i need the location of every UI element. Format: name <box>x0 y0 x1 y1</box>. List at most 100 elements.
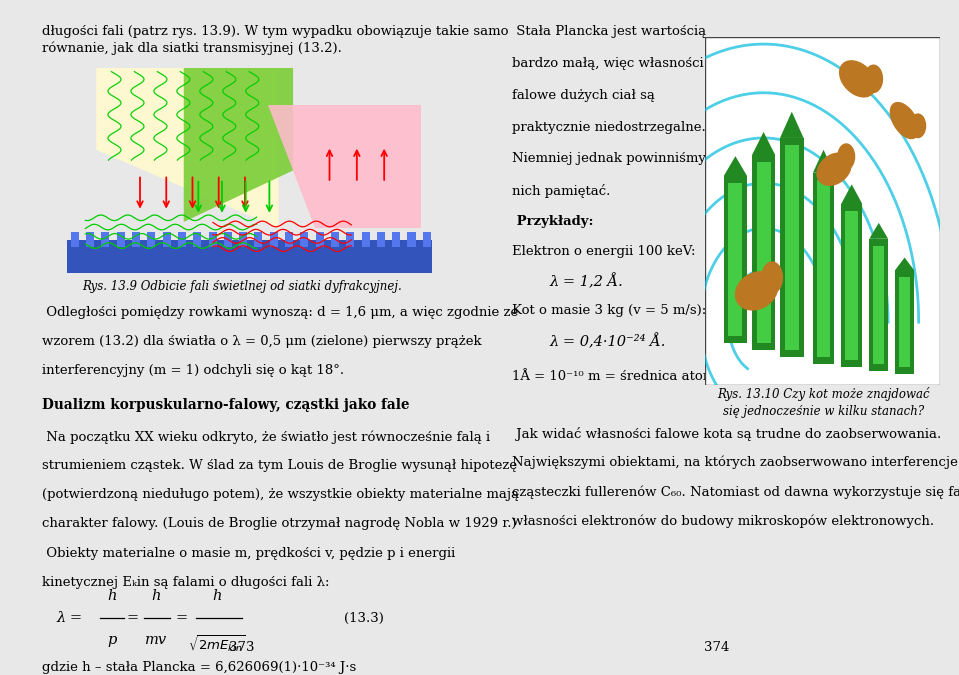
Text: =: = <box>127 611 139 625</box>
Ellipse shape <box>735 271 779 310</box>
Text: Największymi obiektami, na których zaobserwowano interferencje są: Największymi obiektami, na których zaobs… <box>512 456 959 469</box>
Bar <box>869 239 888 371</box>
Polygon shape <box>869 223 888 239</box>
Text: równanie, jak dla siatki transmisyjnej (13.2).: równanie, jak dla siatki transmisyjnej (… <box>42 41 342 55</box>
Bar <box>757 162 771 343</box>
Bar <box>408 232 415 246</box>
Bar <box>780 138 804 357</box>
Bar <box>102 232 109 246</box>
Text: się jednocześnie w kilku stanach?: się jednocześnie w kilku stanach? <box>723 405 924 418</box>
Text: λ = 1,2 Å.: λ = 1,2 Å. <box>550 274 623 290</box>
Bar <box>724 176 747 343</box>
Text: Obiekty materialne o masie m, prędkości v, pędzie p i energii: Obiekty materialne o masie m, prędkości … <box>42 547 456 560</box>
Text: praktycznie niedostrzegalne.: praktycznie niedostrzegalne. <box>512 121 706 134</box>
Text: (13.3): (13.3) <box>344 612 385 624</box>
Ellipse shape <box>839 60 877 98</box>
Ellipse shape <box>890 102 920 139</box>
Bar <box>846 211 858 360</box>
Text: Jak widać własności falowe kota są trudne do zaobserwowania.: Jak widać własności falowe kota są trudn… <box>512 427 942 441</box>
Bar <box>346 232 354 246</box>
Text: λ = 0,4·10⁻²⁴ Å.: λ = 0,4·10⁻²⁴ Å. <box>550 333 666 349</box>
Bar <box>193 232 201 246</box>
Bar <box>239 232 247 246</box>
Text: bardzo małą, więc własności: bardzo małą, więc własności <box>512 57 704 70</box>
Bar <box>86 232 94 246</box>
Bar <box>841 204 862 367</box>
Text: Odległości pomiędzy rowkami wynoszą: d = 1,6 μm, a więc zgodnie ze: Odległości pomiędzy rowkami wynoszą: d =… <box>42 306 519 319</box>
Polygon shape <box>724 156 747 176</box>
Text: Dualizm korpuskularno-falowy, cząstki jako fale: Dualizm korpuskularno-falowy, cząstki ja… <box>42 398 409 412</box>
Text: Rys. 13.10 Czy kot może znajdować: Rys. 13.10 Czy kot może znajdować <box>717 387 930 401</box>
Circle shape <box>864 65 883 93</box>
Text: długości fali (patrz rys. 13.9). W tym wypadku obowiązuje takie samo: długości fali (patrz rys. 13.9). W tym w… <box>42 25 508 38</box>
Text: własności elektronów do budowy mikroskopów elektronowych.: własności elektronów do budowy mikroskop… <box>512 514 934 528</box>
Text: 374: 374 <box>704 641 730 653</box>
Text: Rys. 13.9 Odbicie fali świetlnej od siatki dyfrakcyjnej.: Rys. 13.9 Odbicie fali świetlnej od siat… <box>82 280 402 293</box>
Bar <box>423 232 431 246</box>
Text: p: p <box>107 632 117 647</box>
Text: Niemniej jednak powinniśmy o: Niemniej jednak powinniśmy o <box>512 153 718 165</box>
Text: mv: mv <box>145 632 167 647</box>
Text: h: h <box>212 589 222 603</box>
Bar <box>71 232 79 246</box>
Polygon shape <box>752 132 775 155</box>
Text: strumieniem cząstek. W ślad za tym Louis de Broglie wysunął hipotezę: strumieniem cząstek. W ślad za tym Louis… <box>42 459 517 472</box>
Text: $\sqrt{2mE_{kin}}$: $\sqrt{2mE_{kin}}$ <box>188 634 246 655</box>
Bar <box>316 232 324 246</box>
Text: (potwierdzoną nieduługo potem), że wszystkie obiekty materialne mają: (potwierdzoną nieduługo potem), że wszys… <box>42 488 519 502</box>
Circle shape <box>909 113 926 138</box>
Text: Kot o masie 3 kg (v = 5 m/s):: Kot o masie 3 kg (v = 5 m/s): <box>512 304 707 317</box>
Text: h: h <box>152 589 161 603</box>
Polygon shape <box>841 184 862 204</box>
Text: interferencyjny (m = 1) odchyli się o kąt 18°.: interferencyjny (m = 1) odchyli się o ką… <box>42 364 344 377</box>
Text: wzorem (13.2) dla światła o λ = 0,5 μm (zielone) pierwszy prążek: wzorem (13.2) dla światła o λ = 0,5 μm (… <box>42 335 481 348</box>
Bar <box>899 277 910 367</box>
Bar <box>752 155 775 350</box>
Bar <box>331 232 339 246</box>
Bar <box>223 232 232 246</box>
Text: falowe dużych ciał są: falowe dużych ciał są <box>512 89 655 102</box>
Circle shape <box>837 143 855 170</box>
Bar <box>269 232 278 246</box>
Bar <box>132 232 140 246</box>
Bar <box>285 232 293 246</box>
Bar <box>117 232 125 246</box>
Bar <box>817 180 830 357</box>
Polygon shape <box>895 258 914 270</box>
Text: Elektron o energii 100 keV:: Elektron o energii 100 keV: <box>512 245 695 258</box>
Text: gdzie h – stała Plancka = 6,626069(1)·10⁻³⁴ J·s: gdzie h – stała Plancka = 6,626069(1)·10… <box>42 661 357 674</box>
Bar <box>873 246 884 364</box>
Polygon shape <box>184 68 293 222</box>
Bar <box>729 183 742 336</box>
Bar <box>377 232 385 246</box>
Text: Stała Plancka jest wartością: Stała Plancka jest wartością <box>512 25 707 38</box>
Bar <box>178 232 186 246</box>
Text: =: = <box>175 611 188 625</box>
Circle shape <box>761 261 784 294</box>
Text: Na początku XX wieku odkryto, że światło jest równocześnie falą i: Na początku XX wieku odkryto, że światło… <box>42 430 490 443</box>
Text: kinetycznej Eₖin są falami o długości fali λ:: kinetycznej Eₖin są falami o długości fa… <box>42 576 330 589</box>
Bar <box>784 145 799 350</box>
Bar <box>148 232 155 246</box>
Text: charakter falowy. (Louis de Broglie otrzymał nagrodę Nobla w 1929 r.): charakter falowy. (Louis de Broglie otrz… <box>42 518 517 531</box>
Bar <box>362 232 369 246</box>
Polygon shape <box>780 111 804 138</box>
Ellipse shape <box>816 153 852 186</box>
Bar <box>254 232 263 246</box>
Text: nich pamiętać.: nich pamiętać. <box>512 184 611 198</box>
Bar <box>392 232 400 246</box>
Text: Przykłady:: Przykłady: <box>512 215 594 228</box>
Text: λ =: λ = <box>56 611 82 625</box>
Text: h: h <box>107 589 117 603</box>
Polygon shape <box>96 68 278 228</box>
Bar <box>67 240 432 273</box>
Polygon shape <box>813 150 834 173</box>
Text: cząsteczki fullerenów C₆₀. Natomiast od dawna wykorzystuje się falowe: cząsteczki fullerenów C₆₀. Natomiast od … <box>512 485 959 499</box>
Bar <box>813 173 834 364</box>
Polygon shape <box>268 105 421 228</box>
Bar <box>300 232 309 246</box>
Bar <box>163 232 171 246</box>
Text: 1Å = 10⁻¹⁰ m = średnica atomu.: 1Å = 10⁻¹⁰ m = średnica atomu. <box>512 370 728 383</box>
Bar <box>895 270 914 375</box>
Bar <box>208 232 217 246</box>
